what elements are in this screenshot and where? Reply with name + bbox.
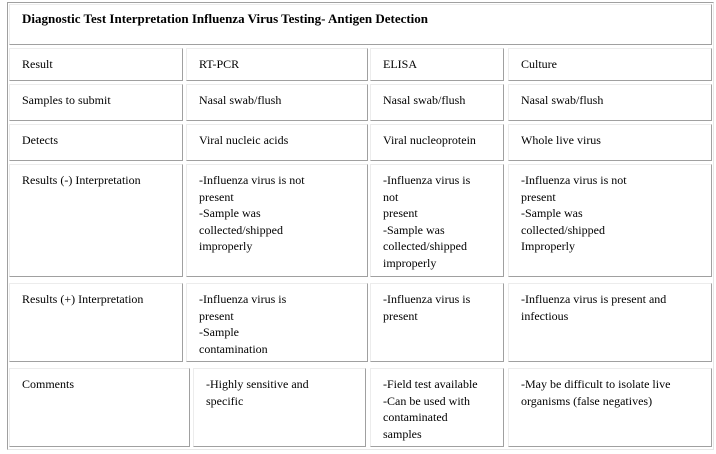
- table-cell: RT-PCR: [186, 48, 368, 81]
- table-cell: -Influenza virus is present -Sample cont…: [186, 283, 368, 362]
- row-label: Result: [9, 48, 183, 81]
- row-label: Results (-) Interpretation: [9, 164, 183, 277]
- table-cell: -May be difficult to isolate live organi…: [508, 368, 712, 447]
- table-cell: -Highly sensitive and specific: [193, 368, 366, 447]
- row-label: Samples to submit: [9, 84, 183, 121]
- table-cell: ELISA: [370, 48, 504, 81]
- table-cell: Viral nucleic acids: [186, 124, 368, 161]
- row-label: Comments: [9, 368, 190, 447]
- table-cell: Whole live virus: [508, 124, 712, 161]
- table-cell: -Influenza virus is not present -Sample …: [186, 164, 368, 277]
- table-cell: -Influenza virus is not present -Sample …: [370, 164, 504, 277]
- row-label: Detects: [9, 124, 183, 161]
- table-cell: -Influenza virus is present: [370, 283, 504, 362]
- table-cell: -Influenza virus is not present -Sample …: [508, 164, 712, 277]
- table-cell: Nasal swab/flush: [186, 84, 368, 121]
- diagnostic-table: [7, 2, 714, 450]
- table-cell: Nasal swab/flush: [370, 84, 504, 121]
- table-cell: Nasal swab/flush: [508, 84, 712, 121]
- table-title: Diagnostic Test Interpretation Influenza…: [9, 4, 712, 45]
- table-cell: -Field test available -Can be used with …: [370, 368, 504, 447]
- table-cell: -Influenza virus is present and infectio…: [508, 283, 712, 362]
- row-label: Results (+) Interpretation: [9, 283, 183, 362]
- table-cell: Culture: [508, 48, 712, 81]
- table-cell: Viral nucleoprotein: [370, 124, 504, 161]
